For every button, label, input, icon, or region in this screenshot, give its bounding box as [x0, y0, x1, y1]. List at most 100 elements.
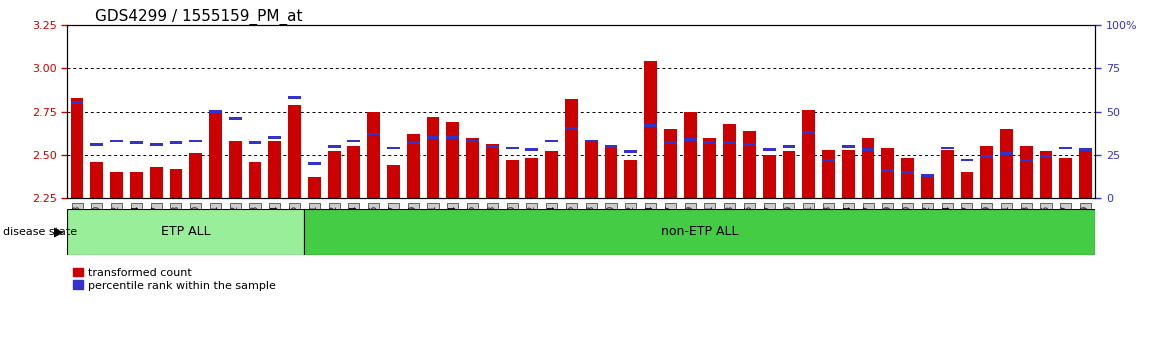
Bar	[683, 138, 696, 141]
Bar	[1001, 152, 1013, 155]
Bar	[565, 127, 578, 130]
Bar	[842, 150, 855, 198]
Bar	[269, 141, 281, 198]
Bar	[308, 177, 321, 198]
Bar	[960, 172, 974, 198]
Bar	[387, 165, 400, 198]
Bar	[426, 117, 439, 198]
Bar	[149, 143, 162, 146]
Bar	[940, 150, 953, 198]
Bar	[189, 153, 203, 198]
Bar	[565, 99, 578, 198]
Bar	[822, 150, 835, 198]
Bar	[426, 136, 439, 139]
FancyBboxPatch shape	[305, 209, 1095, 255]
Bar	[229, 141, 242, 198]
Bar	[1060, 147, 1072, 149]
Bar	[783, 145, 796, 148]
Bar	[724, 124, 736, 198]
Bar	[703, 137, 717, 198]
Bar	[683, 112, 696, 198]
Bar	[960, 159, 974, 161]
Bar	[545, 152, 558, 198]
Bar	[802, 110, 815, 198]
Bar	[1001, 129, 1013, 198]
Bar	[624, 160, 637, 198]
Bar	[210, 110, 222, 113]
Bar	[743, 131, 756, 198]
Bar	[940, 147, 953, 149]
Text: ▶: ▶	[54, 225, 64, 238]
Bar	[664, 141, 676, 144]
Bar	[506, 160, 519, 198]
Bar	[604, 148, 617, 198]
Bar	[881, 169, 894, 172]
Bar	[269, 136, 281, 139]
Bar	[169, 169, 182, 198]
FancyBboxPatch shape	[67, 209, 305, 255]
Bar	[783, 152, 796, 198]
Bar	[842, 145, 855, 148]
Text: ETP ALL: ETP ALL	[161, 225, 211, 238]
Bar	[585, 139, 598, 142]
Bar	[110, 172, 123, 198]
Bar	[526, 148, 538, 151]
Bar	[229, 117, 242, 120]
Bar	[703, 141, 717, 144]
Bar	[249, 141, 262, 144]
Bar	[1020, 146, 1033, 198]
Bar	[288, 104, 301, 198]
Bar	[981, 146, 994, 198]
Bar	[446, 122, 460, 198]
Bar	[644, 124, 657, 127]
Bar	[328, 145, 340, 148]
Bar	[881, 148, 894, 198]
Bar	[862, 137, 874, 198]
Text: non-ETP ALL: non-ETP ALL	[661, 225, 739, 238]
Bar	[90, 162, 103, 198]
Bar	[644, 61, 657, 198]
Bar	[367, 112, 380, 198]
Bar	[308, 162, 321, 165]
Bar	[467, 137, 479, 198]
Bar	[1079, 148, 1092, 151]
Bar	[130, 141, 142, 144]
Bar	[486, 145, 499, 148]
Bar	[545, 139, 558, 142]
Bar	[506, 147, 519, 149]
Bar	[347, 146, 360, 198]
Bar	[862, 148, 874, 151]
Bar	[367, 133, 380, 136]
Bar	[724, 141, 736, 144]
Bar	[585, 141, 598, 198]
Bar	[71, 98, 83, 198]
Bar	[981, 155, 994, 158]
Bar	[526, 158, 538, 198]
Bar	[288, 96, 301, 99]
Bar	[130, 172, 142, 198]
Bar	[249, 162, 262, 198]
Bar	[210, 113, 222, 198]
Bar	[1040, 155, 1053, 158]
Bar	[743, 143, 756, 146]
Bar	[446, 136, 460, 139]
Bar	[149, 167, 162, 198]
Legend: transformed count, percentile rank within the sample: transformed count, percentile rank withi…	[73, 268, 276, 291]
Bar	[604, 145, 617, 148]
Bar	[169, 141, 182, 144]
Bar	[1020, 159, 1033, 161]
Bar	[1060, 158, 1072, 198]
Bar	[90, 143, 103, 146]
Bar	[189, 139, 203, 142]
Bar	[763, 148, 776, 151]
Text: GDS4299 / 1555159_PM_at: GDS4299 / 1555159_PM_at	[95, 9, 302, 25]
Bar	[802, 131, 815, 134]
Bar	[822, 159, 835, 161]
Bar	[624, 150, 637, 153]
Bar	[1040, 152, 1053, 198]
Bar	[486, 144, 499, 198]
Bar	[71, 102, 83, 104]
Bar	[1079, 152, 1092, 198]
Bar	[406, 134, 419, 198]
Bar	[921, 177, 933, 198]
